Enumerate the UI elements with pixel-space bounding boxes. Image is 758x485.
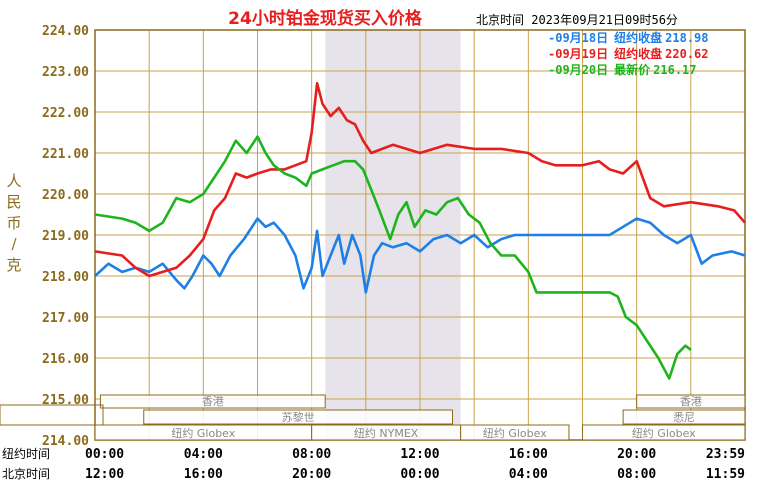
legend: -09月18日 纽约收盘 218.98-09月19日 纽约收盘 220.62-09月20… [548, 30, 709, 77]
legend-date: -09月19日 [548, 47, 608, 61]
axes: 224.00 223.00 222.00 221.00 220.00 219.00 218.… [2, 24, 745, 482]
legend-value: 218.98 [665, 31, 708, 45]
bj-tick-label: 20:00 [292, 467, 331, 482]
hongkong-session-label: 香港 [202, 395, 224, 408]
zurich-session-label: 苏黎世 [282, 410, 315, 424]
zurich-session-box [143, 409, 453, 425]
ny-tick-label: 20:00 [617, 447, 656, 462]
sydney-session-label: 悉尼 [673, 411, 695, 424]
y-tick-label: 220.00 [42, 188, 89, 203]
bj-tick-label: 12:00 [85, 467, 124, 482]
legend-entry-2: -09月19日 纽约收盘 220.62 [548, 46, 709, 61]
ny-tick-label: 08:00 [292, 447, 331, 462]
sydney-session-box [622, 409, 746, 425]
series-layer [94, 82, 746, 380]
ny-tick-label: 00:00 [85, 447, 124, 462]
y-tick-label: 223.00 [42, 65, 89, 80]
y-axis-label-char: 币 [6, 214, 21, 232]
legend-value: 220.62 [665, 47, 708, 61]
hongkong-session-2-box [636, 394, 746, 409]
series-line-1 [94, 217, 746, 294]
legend-entry-1: -09月18日 纽约收盘 218.98 [548, 30, 709, 45]
chart-title: 24小时铂金现货买入价格 [228, 8, 423, 29]
bj-tick-label: 00:00 [400, 467, 439, 482]
legend-label: 最新价 [614, 62, 651, 77]
nymex-session-label: 纽约 NYMEX [354, 426, 419, 440]
ny-time-label: 纽约时间 [2, 446, 50, 461]
hongkong-session-2-label: 香港 [680, 395, 702, 408]
y-tick-label: 224.00 [42, 24, 89, 39]
ny-tick-label: 16:00 [509, 447, 548, 462]
globex-session-3-box [582, 424, 746, 441]
series-line-3 [94, 135, 692, 380]
series-line-2 [94, 82, 746, 278]
ny-tick-label: 12:00 [400, 447, 439, 462]
ny-tick-label: 04:00 [184, 447, 223, 462]
y-axis-label-char: 民 [6, 193, 21, 211]
y-tick-label: 217.00 [42, 311, 89, 326]
y-tick-label: 215.00 [42, 393, 89, 408]
y-axis-label-char: 克 [6, 256, 21, 274]
hongkong-session-box [99, 394, 326, 409]
y-axis-label-char: 人 [6, 172, 21, 190]
y-tick-label: 219.00 [42, 229, 89, 244]
globex-session-3-label: 纽约 Globex [632, 426, 696, 440]
bj-tick-label: 11:59 [706, 467, 745, 482]
legend-value: 216.17 [653, 63, 696, 77]
left-session-stub [0, 404, 104, 426]
y-tick-label: 216.00 [42, 352, 89, 367]
globex-session-2-label: 纽约 Globex [483, 426, 547, 440]
legend-label: 纽约收盘 [614, 30, 662, 45]
y-axis-label-char: / [11, 235, 17, 253]
y-tick-label: 221.00 [42, 147, 89, 162]
y-tick-label: 218.00 [42, 270, 89, 285]
ny-tick-label: 23:59 [706, 447, 745, 462]
grid [94, 29, 746, 441]
legend-entry-3: -09月20日 最新价 216.17 [548, 62, 697, 77]
y-axis-label: 人民币 / 克 [6, 172, 21, 274]
bj-tick-label: 04:00 [509, 467, 548, 482]
bj-tick-label: 16:00 [184, 467, 223, 482]
legend-date: -09月20日 [548, 63, 608, 77]
bj-time-label: 北京时间 [2, 467, 50, 481]
globex-session-2-box [460, 424, 570, 441]
legend-date: -09月18日 [548, 31, 608, 45]
header-time: 北京时间 2023年09月21日09时56分 [476, 13, 678, 27]
bj-tick-label: 08:00 [617, 467, 656, 482]
y-tick-label: 222.00 [42, 106, 89, 121]
globex-session-1-label: 纽约 Globex [171, 426, 235, 440]
legend-label: 纽约收盘 [614, 46, 662, 61]
y-tick-label: 214.00 [42, 434, 89, 449]
